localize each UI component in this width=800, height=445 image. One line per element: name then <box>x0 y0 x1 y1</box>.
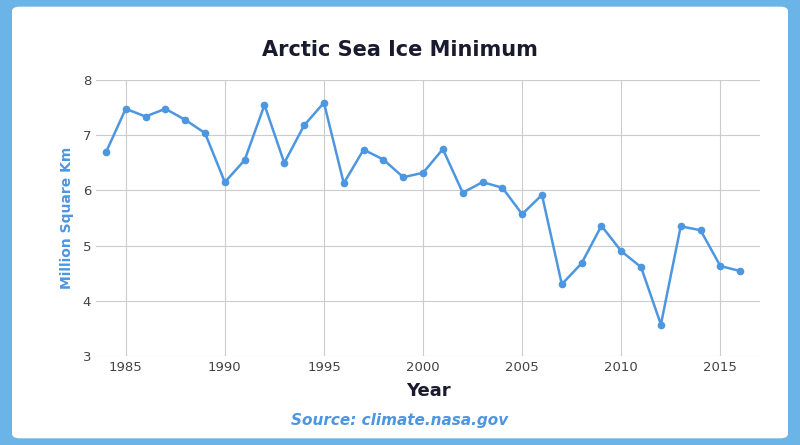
Text: Source: climate.nasa.gov: Source: climate.nasa.gov <box>291 413 509 428</box>
Y-axis label: Million Square Km: Million Square Km <box>60 147 74 289</box>
Text: Arctic Sea Ice Minimum: Arctic Sea Ice Minimum <box>262 40 538 60</box>
X-axis label: Year: Year <box>406 382 450 400</box>
